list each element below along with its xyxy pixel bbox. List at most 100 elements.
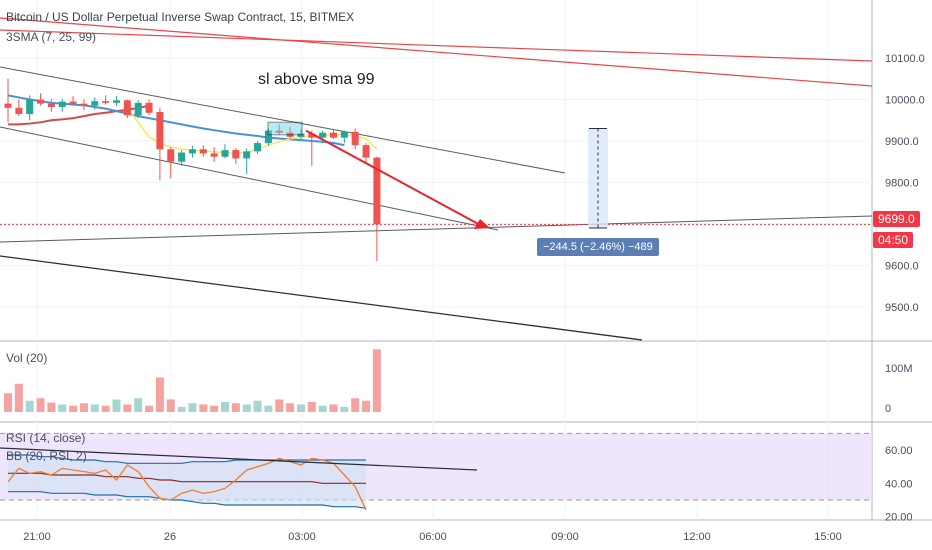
candle-body[interactable] xyxy=(373,157,381,225)
measure-label[interactable]: −244.5 (−2.46%) −489 xyxy=(537,238,659,256)
volume-bar[interactable] xyxy=(275,399,284,412)
candle-body[interactable] xyxy=(47,103,55,107)
candle-body[interactable] xyxy=(286,132,294,137)
candle-body[interactable] xyxy=(362,145,370,158)
price-tick-label: 10100.0 xyxy=(885,53,925,65)
candle-body[interactable] xyxy=(340,131,348,138)
candle-body[interactable] xyxy=(232,150,240,159)
candles[interactable] xyxy=(4,78,381,262)
volume-bar[interactable] xyxy=(372,349,381,412)
candle-body[interactable] xyxy=(351,131,359,146)
volume-bar[interactable] xyxy=(36,398,45,412)
candle-body[interactable] xyxy=(37,99,45,104)
candle-body[interactable] xyxy=(297,133,305,137)
volume-bar[interactable] xyxy=(4,393,12,412)
drawings[interactable] xyxy=(0,17,873,341)
volume-bar[interactable] xyxy=(296,404,305,412)
volume-bar[interactable] xyxy=(47,402,56,412)
candle-body[interactable] xyxy=(275,130,283,133)
candle-body[interactable] xyxy=(210,153,218,157)
time-tick-label: 15:00 xyxy=(814,531,842,543)
volume-bar[interactable] xyxy=(307,401,316,412)
volume-bar[interactable] xyxy=(101,405,110,412)
annotation-text[interactable]: sl above sma 99 xyxy=(258,71,375,88)
candle-body[interactable] xyxy=(145,102,153,113)
candle-body[interactable] xyxy=(123,100,131,116)
candle-body[interactable] xyxy=(102,101,110,103)
volume-bar[interactable] xyxy=(210,405,219,412)
price-tick-label: 9900.0 xyxy=(885,136,919,148)
volume-bar[interactable] xyxy=(69,405,78,412)
candle-body[interactable] xyxy=(254,143,262,152)
volume-bar[interactable] xyxy=(351,398,360,412)
volume-bar[interactable] xyxy=(123,404,132,412)
candle-body[interactable] xyxy=(264,130,272,144)
price-tick-label: 9600.0 xyxy=(885,260,919,272)
candle-body[interactable] xyxy=(188,149,196,154)
candle-body[interactable] xyxy=(113,100,120,103)
long-trendline[interactable] xyxy=(0,255,643,341)
channel-upper-line[interactable] xyxy=(0,66,566,174)
volume-bar[interactable] xyxy=(58,404,67,412)
bb-lower-line[interactable] xyxy=(8,491,367,509)
candle-body[interactable] xyxy=(156,111,164,150)
support-line[interactable] xyxy=(0,215,873,243)
candle-body[interactable] xyxy=(134,102,142,116)
rsi-tick-label: 40.00 xyxy=(885,478,913,490)
entry-zone-box[interactable] xyxy=(267,121,303,136)
resistance-line-lower[interactable] xyxy=(0,17,873,87)
volume-bar[interactable] xyxy=(177,406,186,412)
volume-bar[interactable] xyxy=(188,403,197,412)
candle-body[interactable] xyxy=(58,101,66,107)
volume-bar[interactable] xyxy=(362,400,371,412)
rsi-panel[interactable] xyxy=(0,432,872,511)
bb-legend[interactable]: BB (20, RSI, 2) xyxy=(6,449,87,463)
candle-body[interactable] xyxy=(4,103,12,108)
resistance-line-upper[interactable] xyxy=(0,29,873,62)
volume-bar[interactable] xyxy=(231,403,240,412)
volume-bar[interactable] xyxy=(264,405,273,412)
channel-lower-line[interactable] xyxy=(0,126,499,231)
volume-bar[interactable] xyxy=(286,403,295,412)
rsi-legend[interactable]: RSI (14, close) xyxy=(6,431,86,445)
volume-bar[interactable] xyxy=(199,404,208,412)
sma-legend[interactable]: 3SMA (7, 25, 99) xyxy=(6,30,97,44)
volume-bar[interactable] xyxy=(253,400,262,412)
volume-panel[interactable] xyxy=(4,349,381,412)
volume-bar[interactable] xyxy=(90,404,99,412)
candle-body[interactable] xyxy=(221,150,229,157)
volume-bar[interactable] xyxy=(242,404,251,412)
candle-body[interactable] xyxy=(15,107,23,115)
candle-body[interactable] xyxy=(330,132,337,138)
volume-legend[interactable]: Vol (20) xyxy=(6,351,48,365)
volume-bar[interactable] xyxy=(25,400,34,412)
rsi-trendline[interactable] xyxy=(0,447,478,471)
volume-bar[interactable] xyxy=(14,383,23,412)
candle-body[interactable] xyxy=(319,132,327,138)
volume-bar[interactable] xyxy=(221,401,229,412)
candle-body[interactable] xyxy=(80,103,88,106)
volume-bar[interactable] xyxy=(166,399,175,412)
candle-body[interactable] xyxy=(199,149,207,154)
volume-bar[interactable] xyxy=(318,405,327,412)
candle-body[interactable] xyxy=(308,133,316,138)
bb-upper-line[interactable] xyxy=(8,454,367,464)
bb-basis-line[interactable] xyxy=(8,472,367,484)
candle-body[interactable] xyxy=(26,99,34,115)
current-price-badge: 9699.0 xyxy=(873,211,920,227)
volume-bar[interactable] xyxy=(79,403,88,412)
volume-bar[interactable] xyxy=(340,406,349,412)
volume-bar[interactable] xyxy=(155,377,164,413)
candle-body[interactable] xyxy=(91,101,99,106)
volume-bar[interactable] xyxy=(134,398,143,412)
volume-bar[interactable] xyxy=(112,399,121,412)
overlays[interactable] xyxy=(267,121,490,229)
candle-body[interactable] xyxy=(167,149,175,162)
candle-body[interactable] xyxy=(69,101,77,104)
volume-bar[interactable] xyxy=(329,404,338,412)
candle-body[interactable] xyxy=(178,152,186,162)
volume-bar[interactable] xyxy=(145,405,154,412)
trade-arrow[interactable] xyxy=(305,129,483,227)
candle-body[interactable] xyxy=(243,151,251,159)
